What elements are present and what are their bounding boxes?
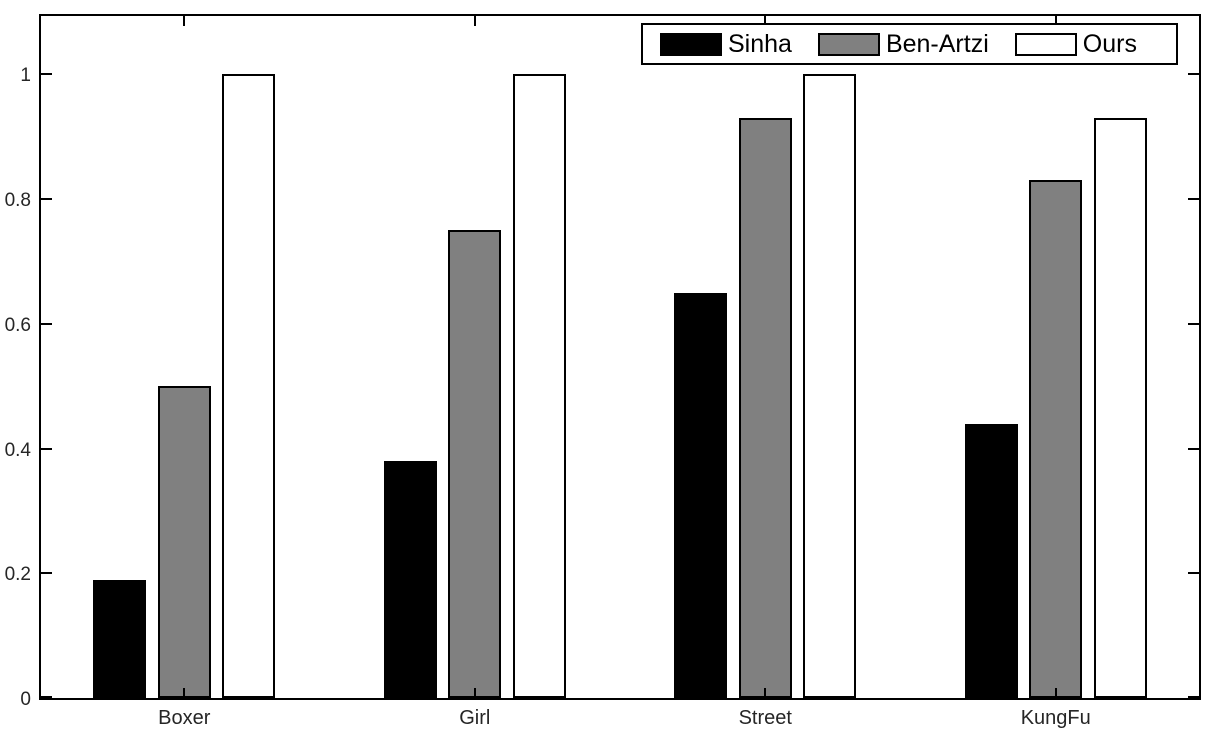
bar-ours-boxer [222,74,276,698]
x-tick-bottom-kungfu [1054,688,1057,698]
legend-swatch-ben-artzi [817,32,880,56]
legend-item-sinha: Sinha [660,30,792,59]
bar-sinha-girl [383,461,437,698]
bar-ours-girl [512,74,566,698]
x-tick-top-street [764,16,767,26]
legend-swatch-sinha [660,32,722,56]
bar-ours-street [803,74,857,698]
legend-swatch-ours [1014,32,1077,56]
x-tick-top-kungfu [1054,16,1057,26]
bar-ben-artzi-boxer [157,386,211,698]
y-tick-right-1 [1188,73,1199,76]
y-axis-tick-label-0: 0 [20,689,31,710]
bar-ben-artzi-street [738,118,792,698]
x-axis-tick-label-girl: Girl [459,707,491,729]
bar-sinha-boxer [93,579,147,698]
legend: Sinha Ben-Artzi Ours [641,23,1178,65]
y-tick-right-0.6 [1188,322,1199,325]
y-tick-right-0.4 [1188,447,1199,450]
y-tick-right-0.2 [1188,572,1199,575]
y-tick-left-0.4 [41,447,52,450]
legend-label-sinha: Sinha [728,29,792,58]
x-tick-bottom-boxer [183,688,186,698]
y-axis-tick-label-0.8: 0.8 [4,190,31,212]
bar-ben-artzi-kungfu [1029,180,1083,698]
x-axis-tick-label-kungfu: KungFu [1020,707,1091,729]
y-axis-tick-label-0.6: 0.6 [4,314,31,336]
legend-label-ben-artzi: Ben-Artzi [885,29,989,58]
x-tick-bottom-girl [473,688,476,698]
x-tick-top-girl [473,16,476,26]
plot-area [39,14,1201,700]
y-tick-left-0 [41,696,52,698]
y-axis-tick-label-1: 1 [20,65,31,87]
x-tick-top-boxer [183,16,186,26]
bar-ours-kungfu [1093,118,1147,698]
legend-item-ours: Ours [1014,29,1137,59]
bar-sinha-kungfu [964,423,1018,698]
y-tick-left-0.6 [41,322,52,325]
legend-item-ben-artzi: Ben-Artzi [817,29,989,59]
y-tick-left-0.2 [41,572,52,575]
y-tick-left-1 [41,73,52,76]
bar-ben-artzi-girl [448,230,502,698]
x-tick-bottom-street [764,688,767,698]
legend-label-ours: Ours [1082,29,1137,58]
y-tick-left-0.8 [41,198,52,201]
y-axis-tick-label-0.4: 0.4 [4,439,31,461]
bar-sinha-street [674,292,728,698]
y-tick-right-0 [1188,696,1199,698]
x-axis-tick-label-street: Street [738,707,792,729]
y-tick-right-0.8 [1188,198,1199,201]
y-axis-tick-label-0.2: 0.2 [4,564,31,586]
x-axis-tick-label-boxer: Boxer [158,707,211,729]
